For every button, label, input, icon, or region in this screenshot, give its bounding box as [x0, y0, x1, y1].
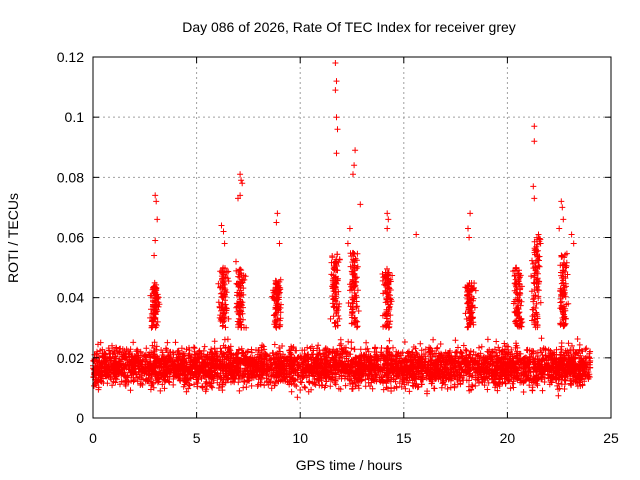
x-tick-label: 5 [193, 430, 201, 446]
x-axis-label: GPS time / hours [296, 457, 403, 473]
axis-ticks: 0 0.02 0.04 0.06 0.08 0.1 0.12 0 5 10 15 20 25 [57, 49, 619, 446]
roti-point-markers [90, 60, 594, 401]
y-tick-label: 0.1 [65, 109, 85, 125]
y-tick-label: 0.02 [57, 350, 84, 366]
x-tick-label: 10 [292, 430, 308, 446]
x-tick-label: 15 [396, 430, 412, 446]
y-tick-label: 0.06 [57, 230, 84, 246]
y-axis-label: ROTI / TECUs [5, 193, 21, 283]
y-tick-label: 0 [76, 410, 84, 426]
x-tick-label: 25 [603, 430, 619, 446]
y-tick-label: 0.12 [57, 49, 84, 65]
x-tick-label: 20 [500, 430, 516, 446]
x-tick-label: 0 [89, 430, 97, 446]
y-tick-label: 0.08 [57, 169, 84, 185]
chart-title: Day 086 of 2026, Rate Of TEC Index for r… [182, 19, 516, 35]
y-tick-label: 0.04 [57, 290, 84, 306]
data-points [90, 60, 594, 401]
